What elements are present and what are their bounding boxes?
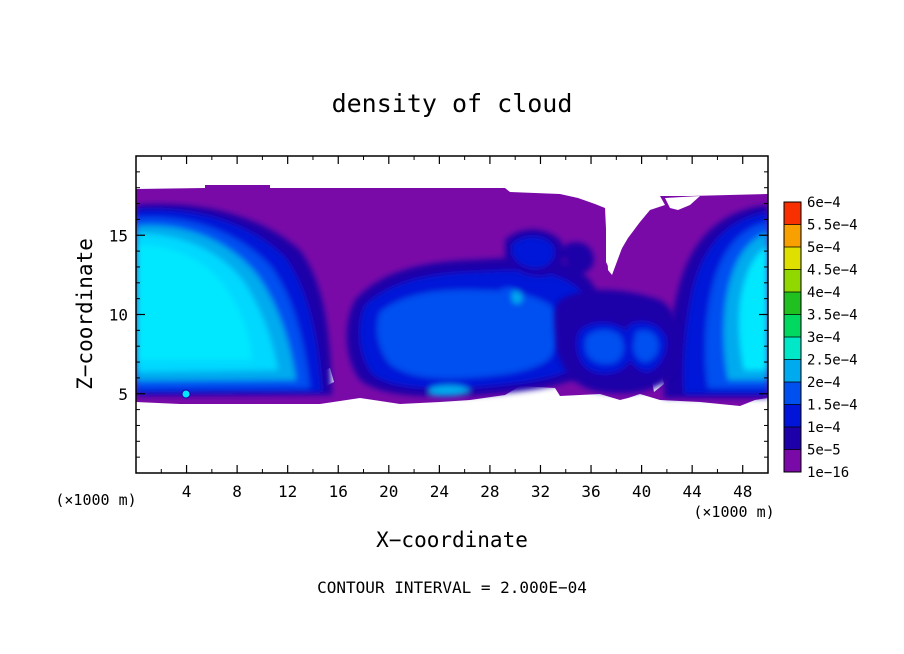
x-tick-label: 48 [733,482,752,501]
colorbar-label: 4e−4 [807,285,841,301]
x-tick-label: 8 [232,482,242,501]
y-axis-unit: (×1000 m) [55,491,136,509]
chart-title: density of cloud [332,89,573,118]
y-axis-label: Z−coordinate [73,238,97,390]
x-tick-label: 24 [430,482,449,501]
colorbar-swatch [784,449,801,472]
x-tick-label: 32 [531,482,550,501]
colorbar-label: 1e−4 [807,420,841,436]
y-axis-ticks: 5 10 15 [109,171,768,458]
cloud-gap-upper-right [606,196,665,270]
colorbar-swatch [784,247,801,270]
middle-cloud [346,229,600,397]
colorbar-label: 3e−4 [807,330,841,346]
x-tick-label: 12 [278,482,297,501]
colorbar-swatch [784,359,801,382]
colorbar-label: 3.5e−4 [807,308,858,324]
colorbar-label: 1e−16 [807,465,849,481]
cloud-gap-upper-right-2 [665,196,700,210]
x-axis-unit: (×1000 m) [693,503,774,521]
colorbar: 1e−16 5e−5 1e−4 1.5e−4 2e−4 2.5e−4 3e−4 3.5e−4 4… [783,195,858,481]
x-tick-label: 4 [182,482,192,501]
x-tick-label: 20 [379,482,398,501]
colorbar-label: 6e−4 [807,195,841,211]
contour-interval: CONTOUR INTERVAL = 2.000E−04 [317,578,587,597]
x-tick-label: 16 [329,482,348,501]
colorbar-label: 5e−5 [807,443,841,459]
cloud-spot [181,389,191,399]
colorbar-swatch [784,269,801,292]
y-tick-label: 5 [118,385,128,404]
x-tick-label: 28 [480,482,499,501]
colorbar-label: 2.5e−4 [807,353,858,369]
colorbar-swatch [784,404,801,427]
colorbar-swatch [784,427,801,450]
colorbar-swatch [784,337,801,360]
colorbar-label: 1.5e−4 [807,398,858,414]
cloud-density-field [136,185,768,406]
colorbar-label: 4.5e−4 [807,263,858,279]
colorbar-swatch [784,202,801,225]
colorbar-label: 2e−4 [807,375,841,391]
colorbar-label: 5e−4 [807,240,841,256]
colorbar-swatch [784,224,801,247]
colorbar-swatch [784,292,801,315]
colorbar-swatch [784,382,801,405]
x-tick-label: 36 [581,482,600,501]
x-tick-label: 40 [632,482,651,501]
x-axis-label: X−coordinate [376,528,528,552]
y-tick-label: 15 [109,226,128,245]
x-tick-label: 44 [683,482,702,501]
y-tick-label: 10 [109,306,128,325]
left-cloud [136,204,332,396]
colorbar-label: 5.5e−4 [807,218,858,234]
colorbar-swatch [784,314,801,337]
right-middle-cloud [554,289,680,394]
right-cloud [664,205,768,398]
x-axis-ticks: 4 8 12 16 20 24 28 32 36 40 44 48 [160,156,752,501]
